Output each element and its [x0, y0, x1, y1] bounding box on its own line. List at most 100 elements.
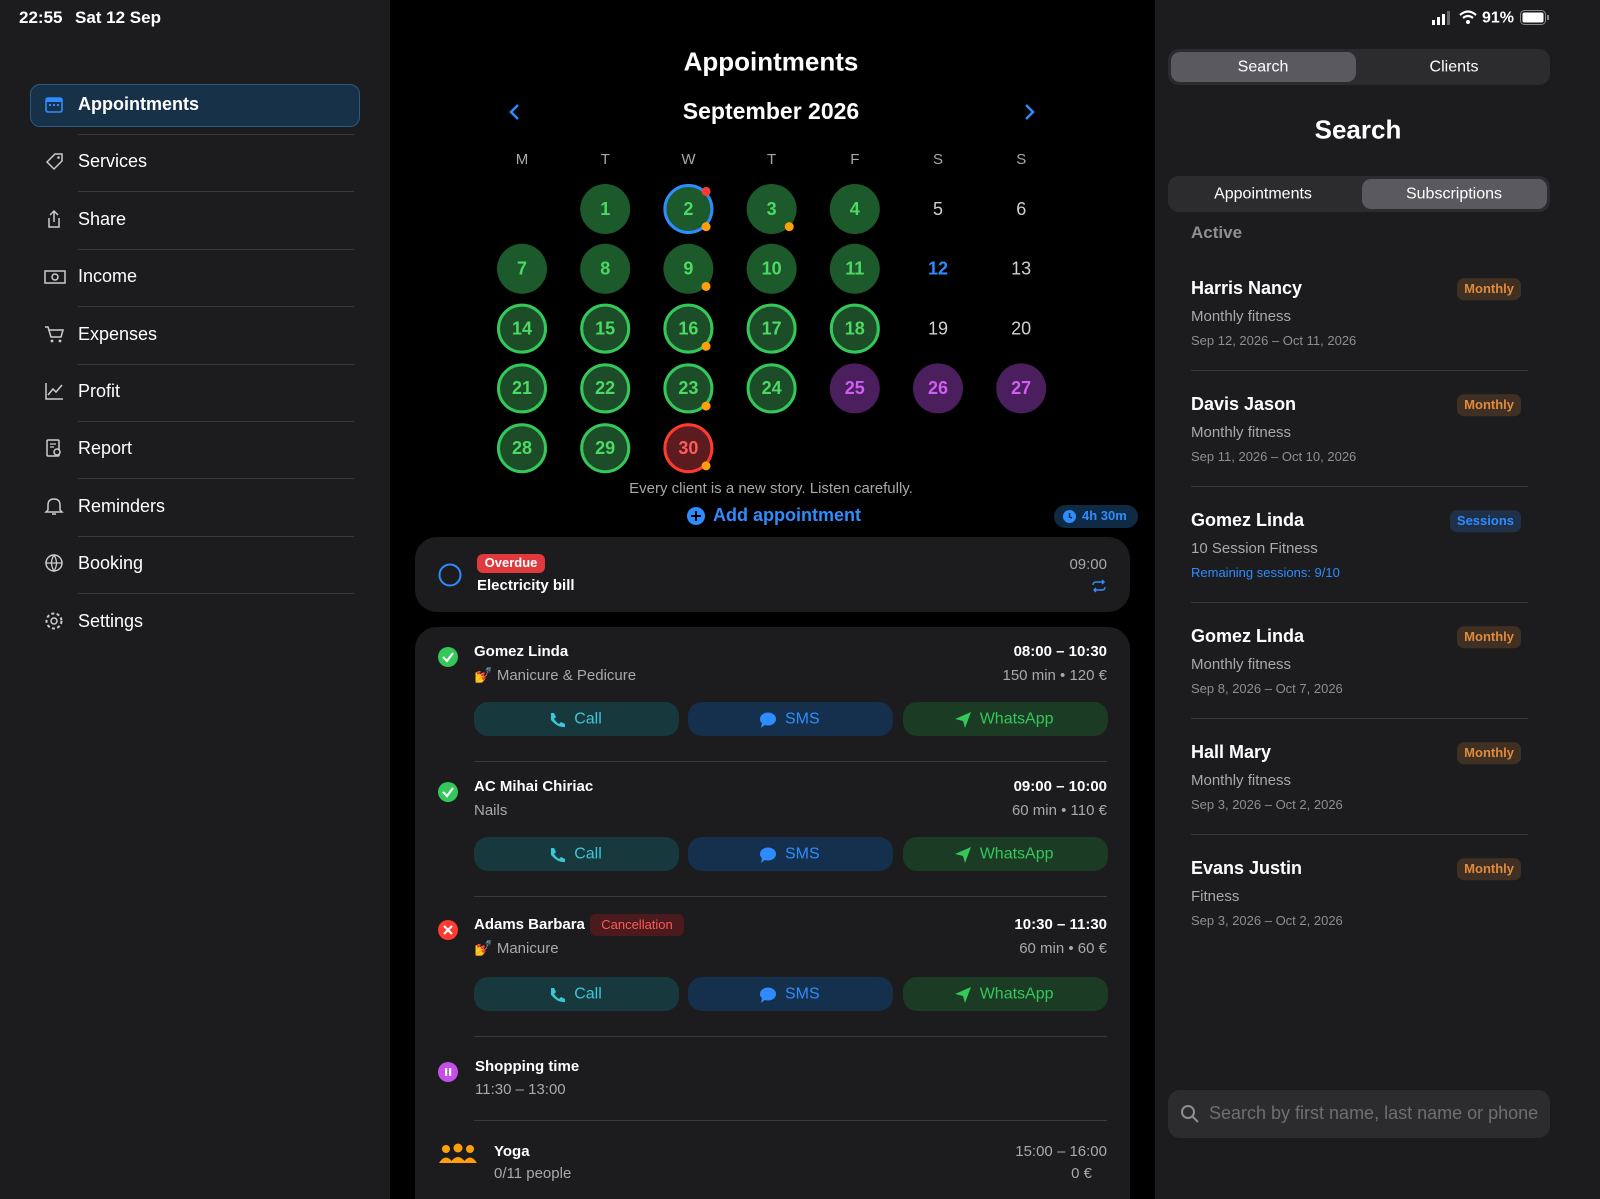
nav-item[interactable]: Appointments: [78, 94, 199, 115]
list-separator: [1191, 602, 1528, 603]
action-button[interactable]: [902, 977, 1108, 1011]
action-label[interactable]: WhatsApp: [979, 710, 1054, 728]
action-button[interactable]: [902, 837, 1108, 871]
battery-icon-shape: [1547, 15, 1549, 20]
add-appointment[interactable]: Add appointment: [713, 505, 861, 526]
nav-item[interactable]: Booking: [78, 553, 144, 574]
nav-icon-shape: [51, 273, 59, 281]
action-label[interactable]: Call: [574, 845, 602, 863]
action-label[interactable]: SMS: [784, 845, 820, 863]
day-number[interactable]: 20: [1011, 318, 1031, 338]
day-number[interactable]: 4: [850, 199, 860, 219]
list-separator: [1191, 718, 1528, 719]
nav-item[interactable]: Reminders: [78, 496, 166, 516]
day-number[interactable]: 28: [512, 438, 532, 458]
nav-icon-shape: [46, 98, 62, 102]
day-number[interactable]: 13: [1011, 259, 1031, 279]
action-label[interactable]: SMS: [784, 985, 820, 1003]
day-ring: [497, 303, 547, 354]
day-number[interactable]: 2: [683, 199, 693, 219]
day-number[interactable]: 27: [1011, 378, 1031, 398]
segment-label[interactable]: Appointments: [1214, 185, 1312, 203]
cancellation-tag: [590, 914, 684, 936]
day-number[interactable]: 15: [595, 318, 615, 338]
day-number[interactable]: 18: [845, 318, 865, 338]
action-label[interactable]: Call: [574, 710, 602, 728]
nav-separator: [78, 134, 354, 135]
day-number[interactable]: 11: [845, 259, 864, 279]
action-icon: [551, 848, 566, 863]
group-icon: [439, 1143, 477, 1163]
task-card: [415, 537, 1130, 612]
prev-month[interactable]: [508, 103, 520, 121]
action-label[interactable]: SMS: [784, 710, 820, 728]
day-number[interactable]: 9: [683, 259, 693, 279]
day-number[interactable]: 16: [678, 318, 698, 338]
day-number[interactable]: 8: [600, 259, 610, 279]
action-button[interactable]: [902, 702, 1108, 736]
nav-icon-shape: [44, 498, 64, 515]
day-number[interactable]: 19: [928, 318, 948, 338]
nav-icon-shape: [57, 156, 60, 160]
weekday-label: S: [1016, 151, 1026, 168]
action-icon-shape: [760, 858, 766, 863]
action-label[interactable]: WhatsApp: [979, 845, 1054, 863]
subscriber-name[interactable]: Davis Jason: [1191, 394, 1297, 415]
action-button[interactable]: [474, 702, 679, 736]
nav-separator: [78, 478, 354, 480]
nav-item[interactable]: Report: [78, 438, 133, 459]
action-button[interactable]: [474, 977, 679, 1011]
day-number[interactable]: 5: [933, 199, 943, 219]
subscriber-name[interactable]: Harris Nancy: [1191, 278, 1303, 299]
nav-icon-shape: [44, 270, 66, 284]
status-icon-shape: [438, 782, 458, 802]
service-name: 💅 Manicure & Pedicure: [474, 667, 637, 684]
day-number[interactable]: 6: [1016, 199, 1026, 219]
tab-label[interactable]: Clients: [1429, 58, 1479, 76]
day-number[interactable]: 17: [762, 318, 782, 338]
plan-dates: Sep 11, 2026 – Oct 10, 2026: [1191, 449, 1357, 465]
day-number[interactable]: 25: [845, 378, 865, 398]
day-number[interactable]: 22: [595, 378, 615, 398]
day-number[interactable]: 3: [767, 199, 777, 219]
day-number[interactable]: 23: [678, 378, 698, 398]
subscriber-name[interactable]: Evans Justin: [1191, 858, 1303, 879]
day-number[interactable]: 12: [928, 259, 948, 279]
tab-label[interactable]: Search: [1237, 58, 1289, 76]
day-number[interactable]: 7: [517, 259, 527, 279]
action-icon: [759, 987, 776, 1003]
nav-item[interactable]: Income: [78, 266, 138, 287]
subscriber-name[interactable]: Gomez Linda: [1191, 626, 1305, 647]
nav-item[interactable]: Share: [78, 209, 127, 229]
action-label[interactable]: WhatsApp: [979, 985, 1054, 1003]
nav-separator: [78, 191, 354, 193]
subscriber-name[interactable]: Hall Mary: [1191, 742, 1272, 763]
day-number[interactable]: 10: [762, 259, 782, 279]
day-fill: [497, 363, 547, 414]
nav-item[interactable]: Expenses: [78, 323, 158, 344]
action-icon: [954, 987, 971, 1003]
group-time: 15:00 – 16:00: [1015, 1143, 1107, 1160]
action-label[interactable]: Call: [574, 985, 602, 1003]
nav-item[interactable]: Settings: [78, 610, 144, 631]
day-number[interactable]: 14: [512, 318, 532, 338]
nav-item[interactable]: Profit: [78, 381, 121, 402]
nav-icon: [45, 325, 64, 342]
day-ring: [497, 423, 547, 474]
day-number[interactable]: 29: [595, 438, 615, 458]
subscriber-name[interactable]: Gomez Linda: [1191, 510, 1305, 531]
battery-icon-shape: [1522, 12, 1544, 23]
search-field[interactable]: [1168, 1090, 1550, 1138]
action-button[interactable]: [688, 702, 894, 736]
action-button[interactable]: [688, 977, 894, 1011]
segment-label[interactable]: Subscriptions: [1405, 185, 1503, 203]
nav-item[interactable]: Services: [78, 151, 148, 172]
day-number[interactable]: 26: [928, 378, 948, 398]
day-number[interactable]: 1: [600, 199, 610, 219]
next-month[interactable]: [1024, 103, 1036, 121]
action-button[interactable]: [474, 837, 679, 871]
day-number[interactable]: 30: [678, 438, 698, 458]
action-button[interactable]: [688, 837, 894, 871]
day-number[interactable]: 21: [512, 378, 532, 398]
day-number[interactable]: 24: [762, 378, 782, 398]
